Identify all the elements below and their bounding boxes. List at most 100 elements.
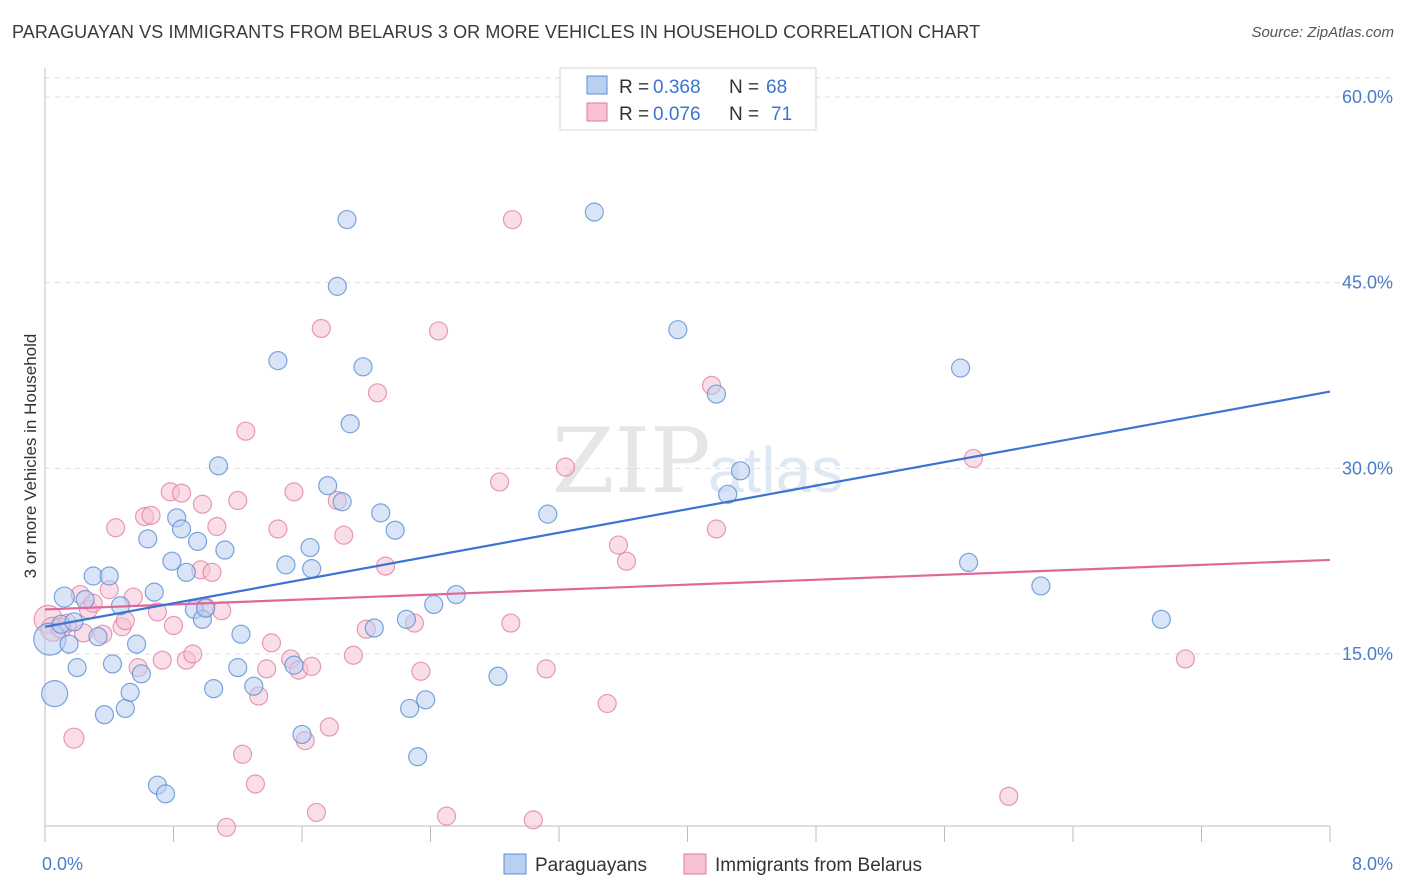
point-belarus — [268, 519, 288, 539]
point-belarus — [1175, 649, 1196, 669]
point-paraguayans — [284, 655, 304, 675]
y-tick-label: 15.0% — [1342, 644, 1393, 664]
series-paraguayans — [33, 202, 1171, 804]
point-belarus — [311, 318, 331, 339]
point-belarus — [608, 535, 629, 555]
point-belarus — [192, 494, 213, 514]
point-belarus — [207, 516, 227, 537]
point-belarus — [536, 659, 556, 679]
point-paraguayans — [53, 586, 75, 608]
trend-lines — [44, 390, 1331, 628]
point-belarus — [367, 383, 388, 403]
point-belarus — [228, 490, 248, 511]
point-paraguayans — [228, 658, 248, 678]
point-paraguayans — [99, 566, 119, 586]
watermark-zip: ZIP — [552, 409, 711, 514]
point-belarus — [236, 421, 256, 441]
point-belarus — [106, 518, 126, 538]
point-paraguayans — [488, 666, 508, 686]
point-paraguayans — [83, 566, 103, 586]
point-paraguayans — [416, 690, 436, 710]
point-paraguayans — [958, 552, 979, 573]
point-belarus — [616, 551, 637, 571]
point-belarus — [523, 810, 543, 830]
point-belarus — [212, 601, 232, 621]
point-paraguayans — [327, 276, 347, 296]
point-belarus — [489, 472, 510, 492]
point-paraguayans — [385, 520, 405, 540]
point-paraguayans — [41, 680, 69, 708]
point-belarus — [183, 644, 203, 664]
point-paraguayans — [276, 555, 296, 575]
gridlines — [45, 77, 1395, 655]
point-belarus — [63, 727, 85, 749]
point-paraguayans — [204, 679, 224, 699]
bottom-legend-swatch-paraguayans — [503, 853, 527, 875]
point-belarus — [501, 613, 521, 633]
point-paraguayans — [950, 358, 971, 378]
point-belarus — [428, 321, 449, 341]
series-legend: Paraguayans Immigrants from Belarus — [503, 853, 922, 876]
point-paraguayans — [584, 202, 604, 222]
legend-swatch-blue — [586, 75, 608, 95]
point-paraguayans — [155, 784, 176, 804]
y-tick-label: 30.0% — [1342, 458, 1393, 478]
point-paraguayans — [88, 627, 108, 647]
point-paraguayans — [115, 698, 135, 719]
point-paraguayans — [196, 598, 216, 618]
point-paraguayans — [138, 529, 158, 549]
point-paraguayans — [538, 504, 558, 524]
point-paraguayans — [171, 519, 192, 539]
legend-n-value-1: 68 — [766, 77, 787, 98]
bottom-legend-belarus: Immigrants from Belarus — [715, 855, 922, 876]
point-paraguayans — [300, 537, 320, 558]
point-belarus — [257, 659, 277, 679]
legend-r-value-2: 0.076 — [653, 104, 701, 125]
y-tick-label: 45.0% — [1342, 273, 1393, 293]
point-paraguayans — [120, 682, 140, 702]
point-belarus — [411, 661, 431, 681]
point-paraguayans — [94, 705, 115, 725]
point-belarus — [171, 483, 192, 503]
x-tick-label: 8.0% — [1352, 854, 1393, 874]
point-paraguayans — [730, 461, 751, 481]
point-paraguayans — [424, 594, 444, 615]
point-paraguayans — [144, 582, 164, 602]
legend-r-value-1: 0.368 — [653, 77, 701, 98]
legend-n-label-1: N = — [729, 77, 759, 98]
correlation-legend: R = 0.368 N = 68 R = 0.076 N = 71 — [559, 67, 817, 131]
point-paraguayans — [59, 634, 79, 654]
point-belarus — [245, 774, 266, 794]
point-paraguayans — [364, 618, 384, 638]
point-belarus — [597, 693, 617, 714]
point-belarus — [306, 802, 327, 823]
point-paraguayans — [302, 558, 322, 579]
y-axis-title: 3 or more Vehicles in Household — [21, 334, 40, 579]
point-paraguayans — [208, 456, 229, 476]
point-paraguayans — [706, 384, 727, 404]
point-belarus — [232, 744, 253, 764]
trend-line-belarus — [44, 558, 1331, 611]
point-paraguayans — [176, 562, 196, 582]
point-belarus — [216, 817, 237, 837]
point-paraguayans — [332, 492, 352, 512]
point-paraguayans — [353, 357, 373, 377]
legend-swatch-pink — [586, 102, 608, 122]
point-paraguayans — [102, 654, 123, 674]
point-paraguayans — [718, 484, 738, 504]
point-paraguayans — [131, 664, 151, 684]
y-tick-label: 60.0% — [1342, 87, 1393, 107]
point-belarus — [334, 525, 354, 545]
point-paraguayans — [1151, 609, 1171, 629]
point-paraguayans — [215, 540, 235, 560]
point-paraguayans — [668, 320, 688, 340]
point-belarus — [319, 717, 339, 737]
point-paraguayans — [126, 634, 147, 654]
point-belarus — [502, 209, 523, 230]
point-paraguayans — [244, 676, 264, 696]
point-belarus — [261, 633, 282, 653]
point-paraguayans — [340, 414, 360, 434]
legend-r-label-2: R = — [619, 104, 649, 125]
point-belarus — [141, 505, 161, 525]
